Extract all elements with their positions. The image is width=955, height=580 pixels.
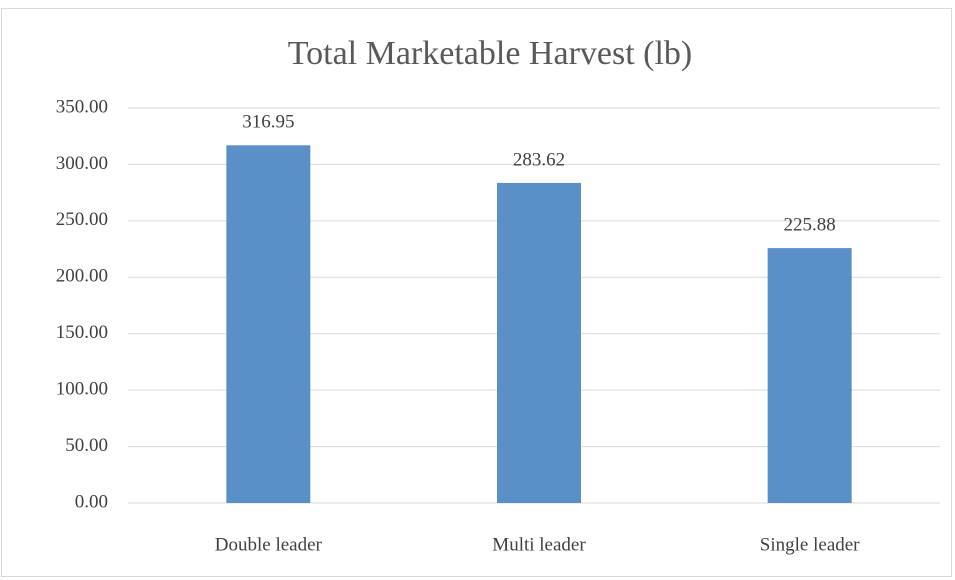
y-tick-label: 250.00: [56, 209, 108, 230]
chart-title: Total Marketable Harvest (lb): [288, 35, 693, 72]
data-label: 225.88: [784, 214, 836, 235]
data-label: 283.62: [513, 149, 565, 170]
x-tick-label: Single leader: [760, 534, 860, 555]
y-tick-label: 350.00: [56, 96, 108, 117]
x-tick-label: Multi leader: [492, 534, 586, 555]
bar: [767, 248, 852, 503]
bar: [226, 145, 311, 503]
bar: [497, 182, 581, 504]
y-tick-label: 200.00: [56, 266, 108, 287]
y-tick-label: 50.00: [65, 435, 108, 456]
y-tick-label: 300.00: [56, 153, 108, 174]
y-tick-label: 100.00: [56, 379, 108, 400]
x-tick-label: Double leader: [215, 534, 323, 555]
data-label: 316.95: [242, 112, 294, 133]
y-tick-label: 0.00: [75, 491, 108, 512]
y-tick-label: 150.00: [56, 322, 108, 343]
